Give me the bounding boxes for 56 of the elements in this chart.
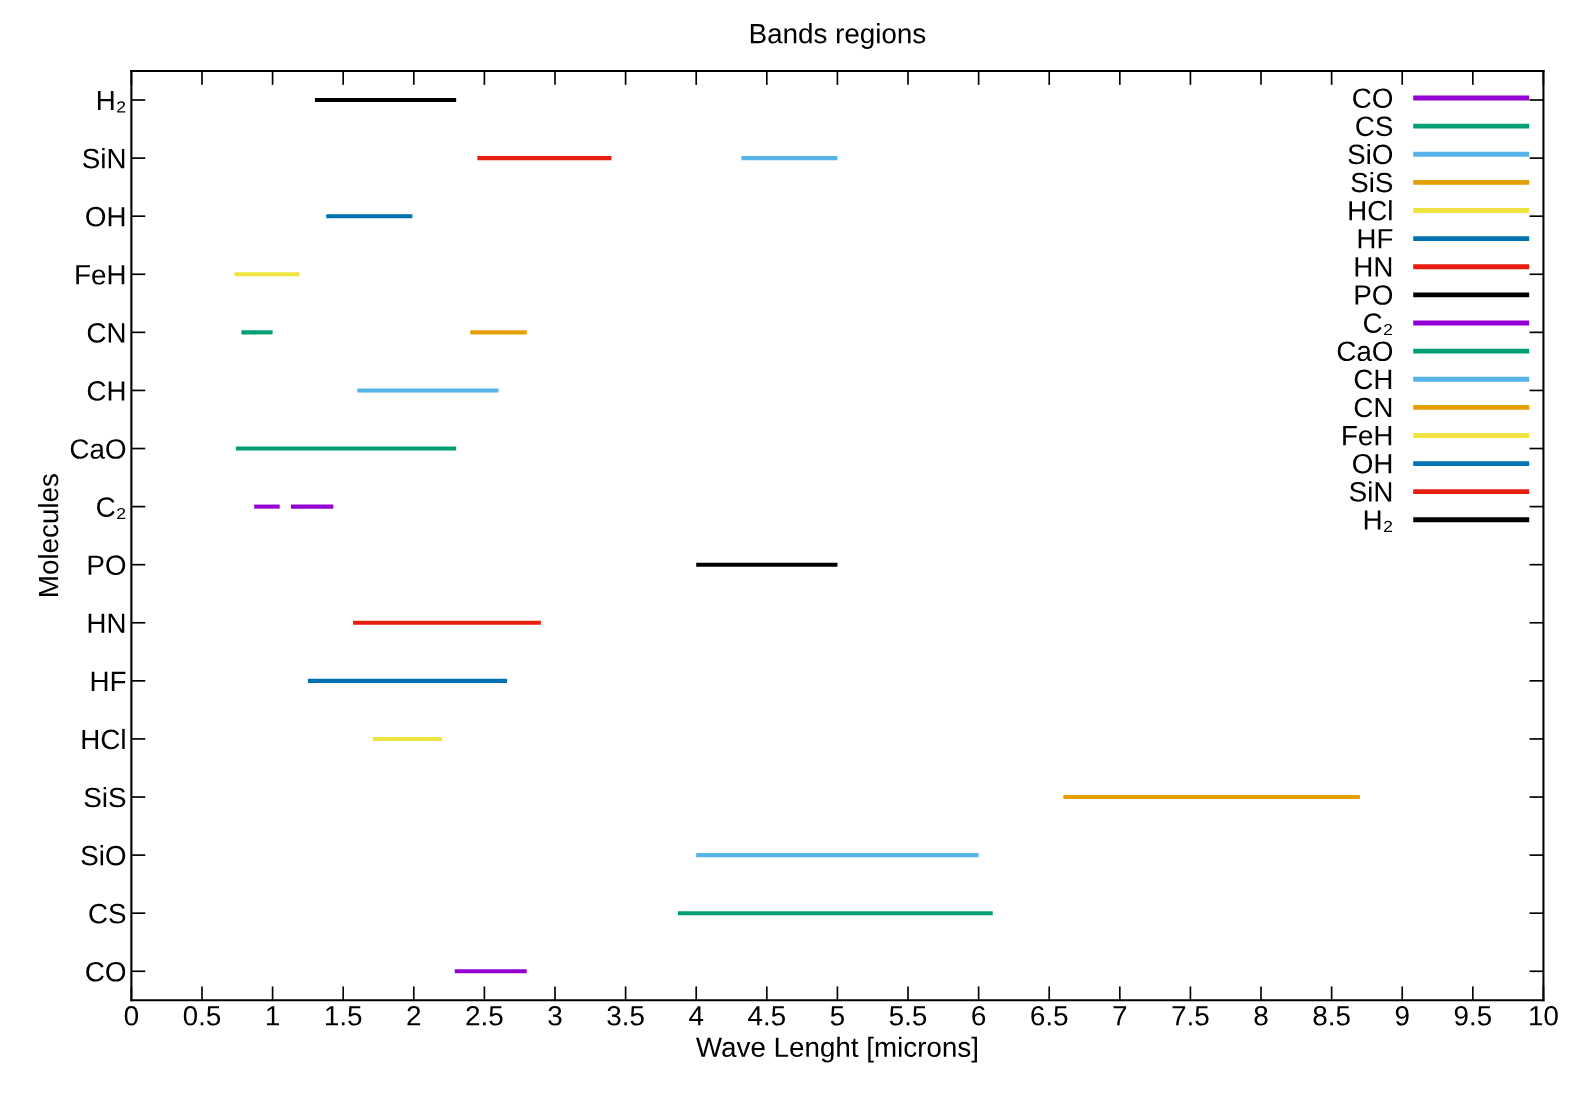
y-tick-label: SiN	[83, 148, 125, 169]
legend-label: OH	[1353, 453, 1392, 474]
y-tick-label: CO	[86, 961, 126, 982]
x-tick-label: 0.5	[183, 1005, 221, 1026]
y-tick-label: C₂	[97, 497, 126, 520]
y-tick-label: SiO	[81, 845, 126, 866]
legend-label: HCl	[1349, 200, 1392, 221]
y-tick-label: PO	[88, 555, 126, 576]
y-tick-label: FeH	[76, 265, 125, 285]
x-tick-label: 9.5	[1454, 1005, 1491, 1026]
legend-label: SiN	[1349, 481, 1392, 502]
x-tick-label: 4	[689, 1006, 704, 1026]
x-tick-label: 8	[1254, 1005, 1268, 1026]
x-axis-title: Wave Lenght [microns]	[696, 1036, 977, 1063]
x-tick-label: 9	[1395, 1005, 1409, 1026]
x-tick-label: 0	[124, 1005, 139, 1026]
y-tick-label: CaO	[70, 439, 126, 459]
legend-label: SiO	[1348, 143, 1393, 165]
legend-label: CS	[1356, 116, 1393, 137]
y-tick-label: HF	[91, 671, 126, 691]
legend-label: HN	[1355, 257, 1392, 277]
y-tick-label: CH	[87, 381, 125, 401]
x-tick-label: 8.5	[1313, 1005, 1350, 1026]
y-tick-label: HN	[88, 613, 125, 633]
x-tick-label: 2.5	[466, 1005, 503, 1026]
y-tick-label: H₂	[97, 90, 126, 113]
x-tick-label: 6.5	[1031, 1005, 1068, 1026]
legend-label: SiS	[1351, 171, 1393, 193]
x-tick-label: 6	[972, 1005, 986, 1026]
x-tick-label: 2	[407, 1005, 421, 1026]
legend-label: C₂	[1363, 313, 1393, 336]
x-tick-label: 5	[830, 1006, 844, 1026]
legend-label: H₂	[1364, 510, 1393, 532]
chart-title: Bands regions	[750, 23, 926, 49]
y-tick-label: CN	[87, 323, 125, 343]
x-tick-label: 3.5	[607, 1005, 644, 1026]
y-tick-label: CS	[89, 903, 126, 924]
legend-label: CO	[1353, 88, 1393, 109]
x-tick-label: 5.5	[889, 1006, 927, 1026]
x-tick-label: 7	[1113, 1006, 1127, 1026]
legend-label: FeH	[1343, 426, 1392, 446]
legend-label: HF	[1358, 229, 1393, 249]
x-tick-label: 3	[548, 1005, 562, 1026]
x-tick-label: 10	[1530, 1005, 1558, 1026]
legend-label: CaO	[1337, 341, 1393, 362]
x-tick-label: 4.5	[748, 1006, 785, 1026]
legend-label: CN	[1354, 397, 1392, 418]
legend-label: PO	[1355, 285, 1393, 305]
y-tick-label: HCl	[82, 728, 125, 750]
y-tick-label: OH	[86, 206, 125, 227]
x-tick-label: 7.5	[1172, 1006, 1209, 1026]
y-tick-label: SiS	[84, 786, 126, 808]
x-tick-label: 1	[266, 1006, 279, 1026]
y-axis-title: Molecules	[37, 474, 59, 596]
legend-label: CH	[1354, 369, 1392, 390]
x-tick-label: 1.5	[326, 1006, 362, 1026]
